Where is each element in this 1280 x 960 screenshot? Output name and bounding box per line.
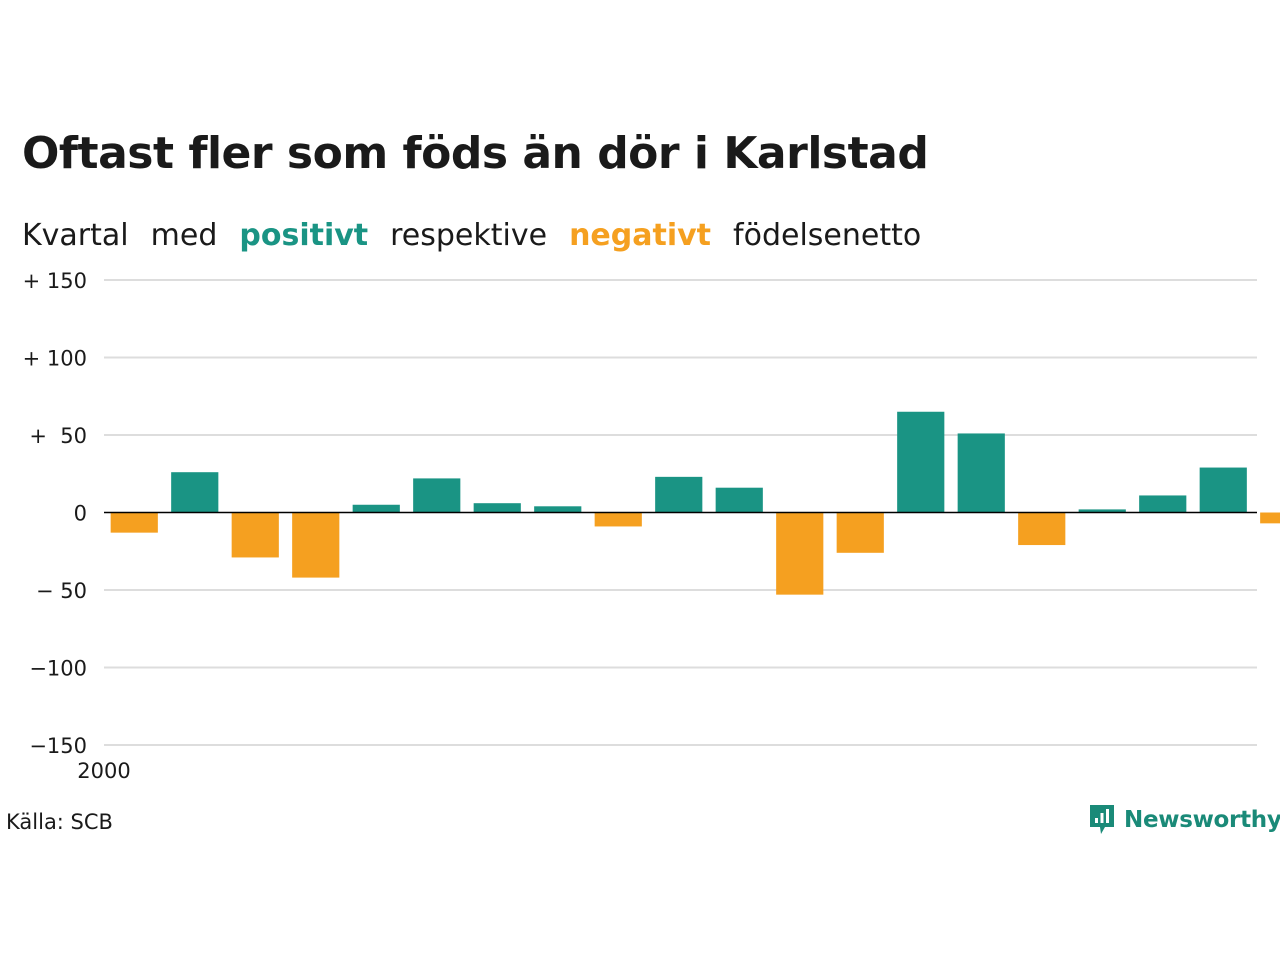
bar-positive: [171, 472, 219, 513]
subtitle-word: respektive: [390, 218, 548, 253]
y-tick-label: + 100: [23, 347, 87, 371]
bar-negative: [594, 512, 642, 527]
chart-subtitle: Kvartal med positivt respektive negativt föde…: [22, 218, 943, 253]
subtitle-positive: positivt: [239, 218, 369, 253]
chart-title: Oftast fler som föds än dör i Karlstad: [22, 128, 929, 179]
bar-positive: [897, 411, 945, 513]
bar-positive: [473, 503, 521, 513]
bar-positive: [1199, 467, 1247, 513]
x-tick-label: 2000: [77, 759, 130, 783]
bar-negative: [1260, 512, 1280, 524]
y-tick-label: −100: [29, 657, 87, 681]
bar-negative: [836, 512, 884, 553]
bar-negative: [110, 512, 158, 533]
newsworthy-icon: [1090, 805, 1114, 834]
bar-positive: [957, 433, 1005, 513]
bar-positive: [352, 504, 400, 513]
bar-positive: [715, 487, 763, 513]
bar-negative: [231, 512, 279, 558]
bar-positive: [1078, 509, 1126, 513]
y-tick-label: −150: [29, 734, 87, 758]
bar-positive: [413, 478, 461, 513]
source-note: Källa: SCB: [6, 810, 113, 834]
subtitle-negative: negativt: [569, 218, 712, 253]
y-tick-label: + 50: [29, 424, 87, 448]
subtitle-word: födelsenetto: [733, 218, 922, 253]
bar-positive: [655, 476, 703, 513]
y-tick-label: 0: [74, 502, 87, 526]
subtitle-word: med: [150, 218, 218, 253]
subtitle-word: Kvartal: [22, 218, 129, 253]
bar-positive: [1139, 495, 1187, 513]
bar-negative: [1018, 512, 1066, 546]
brand-name: Newsworthy: [1124, 807, 1280, 833]
bar-negative: [292, 512, 340, 578]
bar-chart: + 150+ 100+ 500− 50−100−1502000200520102…: [23, 269, 1280, 783]
y-tick-label: + 150: [23, 269, 87, 293]
bar-negative: [776, 512, 824, 595]
bar-positive: [534, 506, 582, 513]
y-tick-label: − 50: [36, 579, 87, 603]
brand-logo: Newsworthy: [1088, 803, 1280, 837]
